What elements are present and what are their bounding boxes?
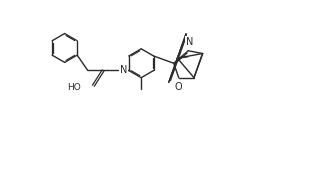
Text: N: N: [186, 37, 193, 47]
Text: HO: HO: [67, 83, 81, 92]
Text: N: N: [120, 65, 127, 75]
Text: O: O: [174, 83, 182, 93]
